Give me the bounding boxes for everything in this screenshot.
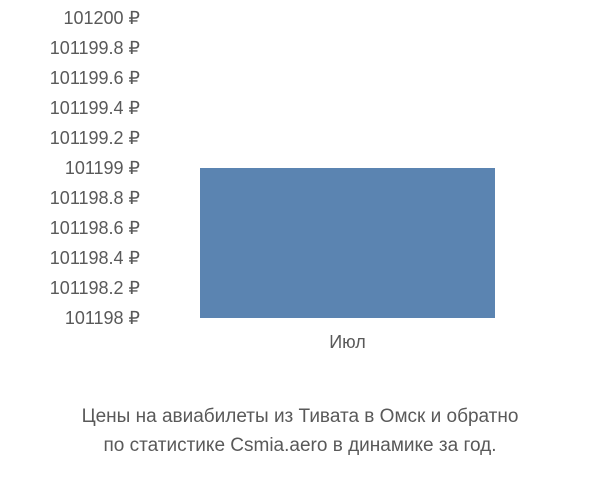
plot-area: Июл <box>150 18 580 318</box>
y-tick: 101198.2 ₽ <box>0 279 140 297</box>
y-tick: 101199.2 ₽ <box>0 129 140 147</box>
x-tick: Июл <box>329 332 366 353</box>
y-tick: 101198 ₽ <box>0 309 140 327</box>
y-tick: 101198.6 ₽ <box>0 219 140 237</box>
y-tick: 101199.8 ₽ <box>0 39 140 57</box>
price-chart: 101200 ₽101199.8 ₽101199.6 ₽101199.4 ₽10… <box>0 18 600 378</box>
bar <box>200 168 495 318</box>
y-tick: 101198.4 ₽ <box>0 249 140 267</box>
y-tick: 101199.6 ₽ <box>0 69 140 87</box>
y-tick: 101199.4 ₽ <box>0 99 140 117</box>
caption-line-2: по статистике Csmia.aero в динамике за г… <box>104 435 497 456</box>
chart-caption: Цены на авиабилеты из Тивата в Омск и об… <box>0 403 600 460</box>
y-axis: 101200 ₽101199.8 ₽101199.6 ₽101199.4 ₽10… <box>0 18 150 348</box>
y-tick: 101200 ₽ <box>0 9 140 27</box>
y-tick: 101199 ₽ <box>0 159 140 177</box>
y-tick: 101198.8 ₽ <box>0 189 140 207</box>
caption-line-1: Цены на авиабилеты из Тивата в Омск и об… <box>82 406 519 427</box>
